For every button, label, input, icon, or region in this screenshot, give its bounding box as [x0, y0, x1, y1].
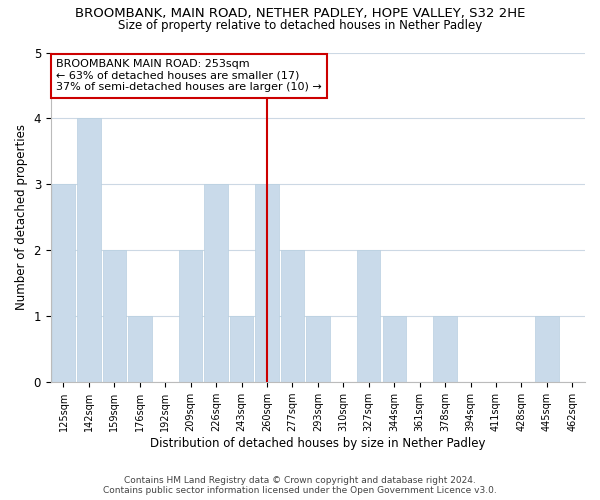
Bar — [357, 250, 380, 382]
X-axis label: Distribution of detached houses by size in Nether Padley: Distribution of detached houses by size … — [150, 437, 485, 450]
Bar — [281, 250, 304, 382]
Text: Contains HM Land Registry data © Crown copyright and database right 2024.
Contai: Contains HM Land Registry data © Crown c… — [103, 476, 497, 495]
Bar — [230, 316, 253, 382]
Bar — [128, 316, 152, 382]
Bar — [256, 184, 279, 382]
Text: BROOMBANK MAIN ROAD: 253sqm
← 63% of detached houses are smaller (17)
37% of sem: BROOMBANK MAIN ROAD: 253sqm ← 63% of det… — [56, 59, 322, 92]
Text: BROOMBANK, MAIN ROAD, NETHER PADLEY, HOPE VALLEY, S32 2HE: BROOMBANK, MAIN ROAD, NETHER PADLEY, HOP… — [75, 8, 525, 20]
Y-axis label: Number of detached properties: Number of detached properties — [15, 124, 28, 310]
Bar — [535, 316, 559, 382]
Bar — [383, 316, 406, 382]
Bar — [433, 316, 457, 382]
Bar — [103, 250, 126, 382]
Text: Size of property relative to detached houses in Nether Padley: Size of property relative to detached ho… — [118, 19, 482, 32]
Bar — [77, 118, 101, 382]
Bar — [179, 250, 202, 382]
Bar — [306, 316, 329, 382]
Bar — [52, 184, 75, 382]
Bar — [205, 184, 228, 382]
